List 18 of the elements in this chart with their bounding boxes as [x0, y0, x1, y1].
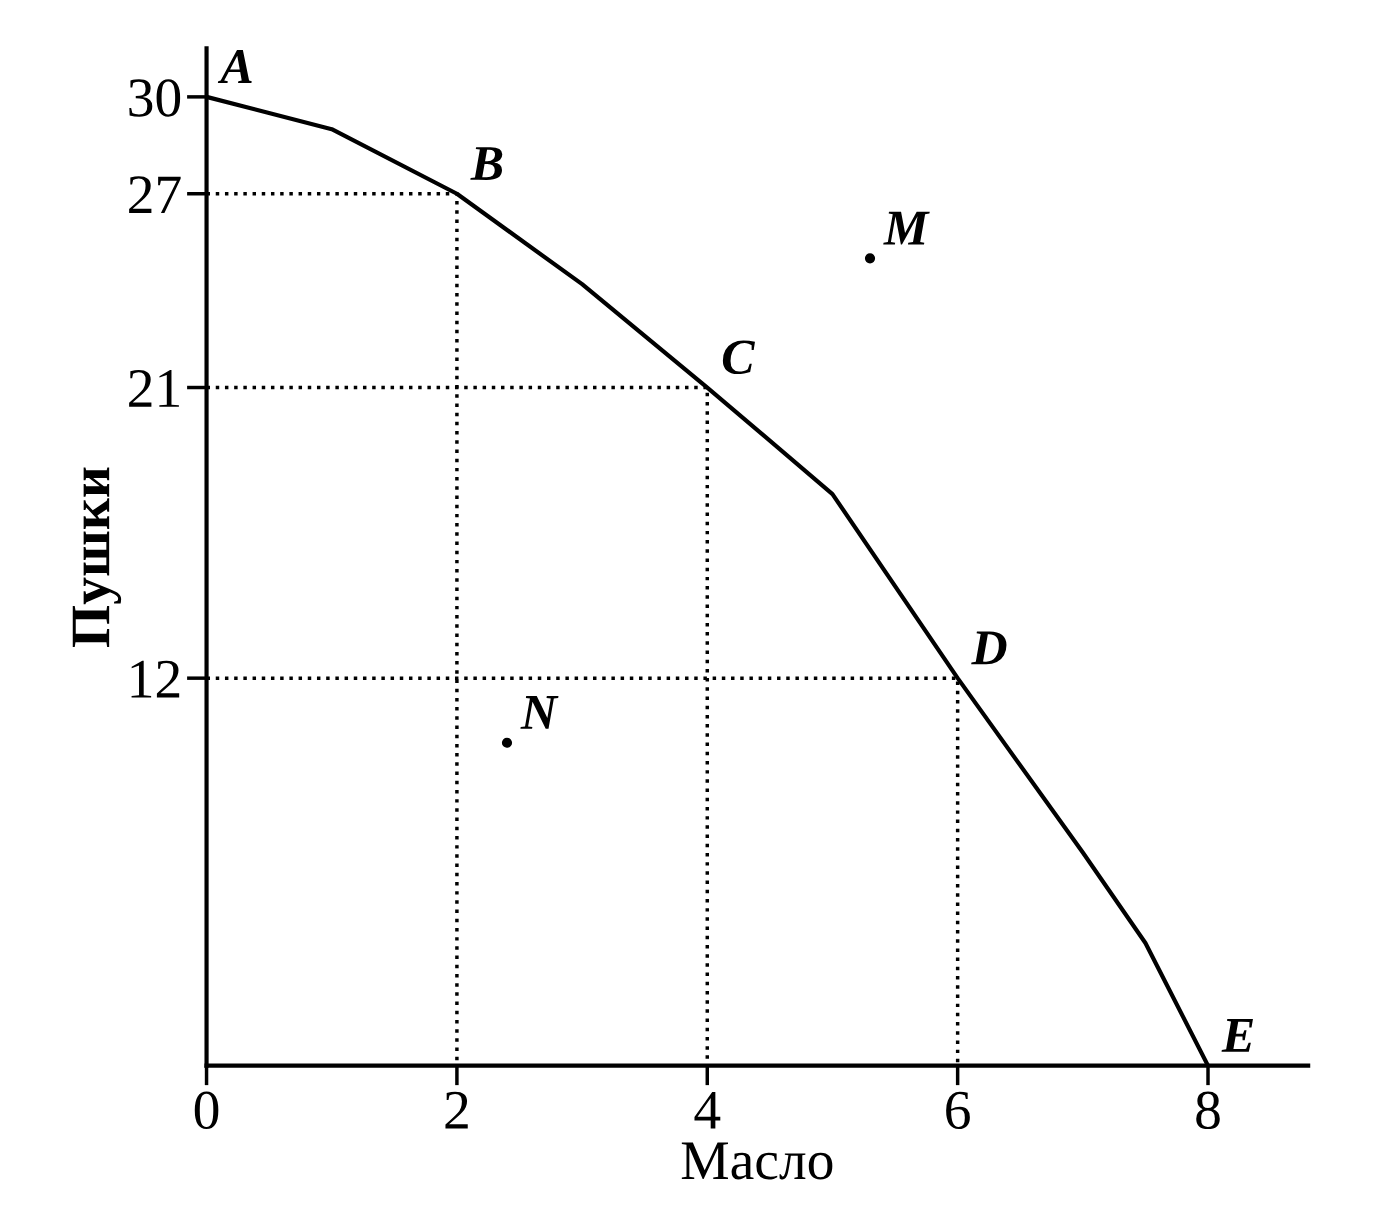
annotation: B — [470, 147, 503, 181]
y-tick-label: 30 — [129, 79, 181, 117]
annotation: M — [883, 211, 930, 245]
x-tick-label: 6 — [946, 1091, 970, 1130]
y-tick-label: 12 — [131, 660, 180, 698]
y-axis-title: Пушки — [72, 467, 122, 647]
x-tick-label: 4 — [694, 1091, 721, 1129]
x-tick-label: 8 — [1196, 1091, 1220, 1130]
annotation: D — [971, 631, 1007, 665]
x-tick-label: 2 — [445, 1091, 468, 1129]
annotation: E — [1221, 1019, 1253, 1052]
x-tick-label: 0 — [194, 1091, 219, 1130]
annotation: N — [520, 696, 559, 729]
annotation: C — [722, 340, 755, 375]
y-tick-label: 21 — [129, 370, 179, 407]
x-axis-title: Масло — [681, 1142, 833, 1180]
annotation: A — [217, 49, 252, 83]
y-tick-label: 27 — [129, 176, 181, 214]
